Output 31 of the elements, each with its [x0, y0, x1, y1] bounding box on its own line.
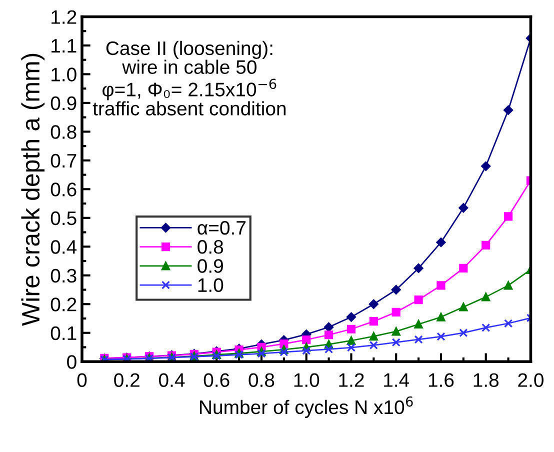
- x-tick-label: 0: [77, 373, 87, 387]
- y-axis-title: Wire crack depth a (mm): [21, 54, 45, 326]
- y-tick-label: 0.4: [50, 240, 77, 254]
- y-tick-label: 0.5: [50, 211, 76, 226]
- y-tick-label: 0.2: [50, 298, 76, 312]
- legend-label: 0.8: [198, 240, 224, 254]
- x-tick-label: 1.6: [428, 373, 454, 387]
- y-tick-label: 0.7: [50, 154, 76, 168]
- annotation: Case II (loosening): wire in cable 50 φ=1, Φ₀= 2.15x10$^{−6}$ traffic absent condition: [92, 40, 286, 116]
- x-tick-label: 1.2: [339, 373, 364, 387]
- x-tick-label: 0.6: [204, 373, 230, 387]
- x-tick-label: 1.8: [474, 373, 499, 387]
- x-axis-title: Number of cycles N x10$^{6}$: [200, 396, 413, 418]
- x-tick-label: 0.2: [114, 373, 140, 387]
- x-tick-label: 1.4: [384, 373, 410, 387]
- y-tick-label: 1.0: [52, 68, 76, 82]
- y-tick-label: 0.1: [50, 326, 76, 340]
- y-tick-label: 0.8: [50, 125, 76, 139]
- legend-label: 1.0: [198, 278, 224, 292]
- x-tick-label: 0.8: [248, 373, 274, 387]
- y-tick-label: 0.9: [50, 96, 76, 110]
- y-tick-label: 1.2: [52, 10, 76, 24]
- y-tick-label: 0.3: [50, 268, 76, 283]
- x-tick-label: 1.0: [294, 373, 320, 387]
- y-tick-label: 0.6: [50, 182, 76, 196]
- y-tick-label: 1.1: [52, 39, 76, 53]
- x-tick-label: 0.4: [158, 373, 185, 387]
- legend-label: α=0.7: [198, 220, 246, 235]
- legend-label: 0.9: [198, 259, 223, 273]
- x-tick-label: 2.0: [518, 373, 544, 387]
- y-tick-label: 0: [67, 355, 76, 369]
